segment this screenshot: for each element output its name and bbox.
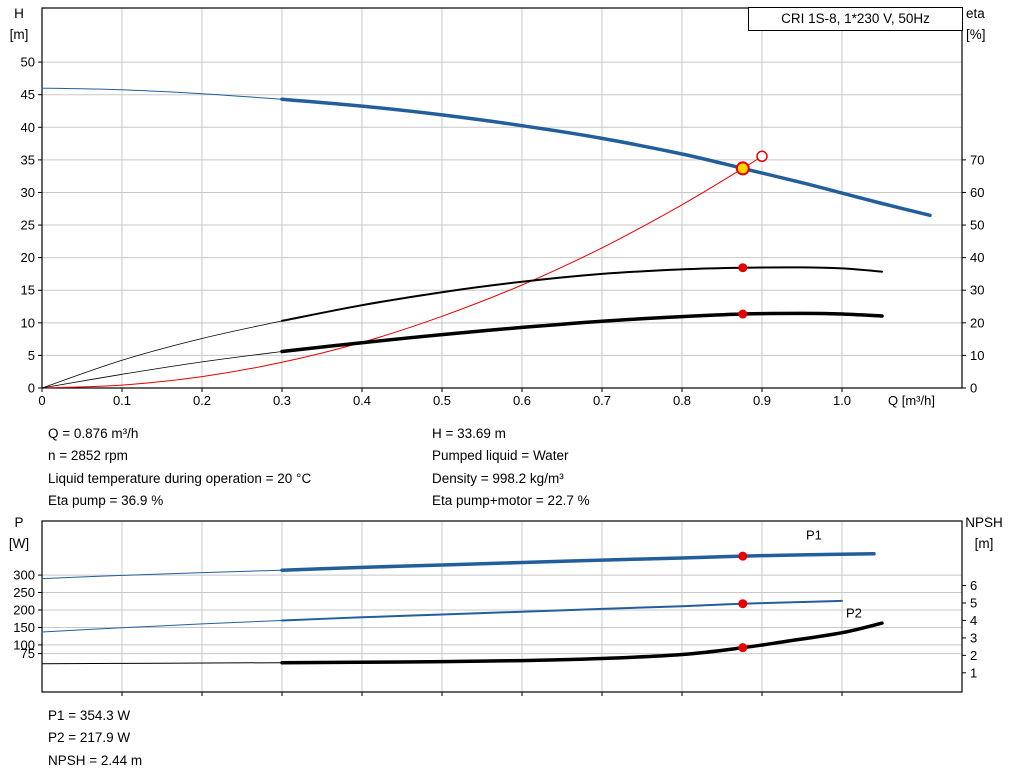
npsh-axis-title: NPSH [m] [958, 512, 1010, 554]
h-axis-title: H [m] [3, 3, 35, 45]
density-readout: Density = 998.2 kg/m³ [432, 470, 564, 486]
svg-text:2: 2 [970, 648, 977, 663]
svg-text:35: 35 [21, 152, 35, 167]
p-axis-unit: [W] [8, 536, 30, 551]
svg-text:250: 250 [13, 585, 35, 600]
p-axis-symbol: P [14, 515, 24, 530]
series-eta-pump-lead [41, 320, 283, 389]
svg-text:70: 70 [970, 152, 984, 167]
svg-text:5: 5 [970, 596, 977, 611]
svg-text:0.3: 0.3 [273, 393, 291, 408]
duty-readout-left-column: Q = 0.876 m³/h n = 2852 rpm Liquid tempe… [48, 423, 311, 513]
eta-axis-symbol: eta [966, 6, 985, 21]
svg-text:1.0: 1.0 [833, 393, 851, 408]
svg-text:300: 300 [13, 568, 35, 583]
marker-p1-duty [738, 551, 748, 561]
npsh-readout: NPSH = 2.44 m [48, 752, 143, 768]
svg-text:1: 1 [970, 665, 977, 680]
svg-text:0: 0 [38, 393, 45, 408]
series-head-curve-lead [41, 87, 283, 100]
h-axis-symbol: H [14, 6, 24, 21]
svg-text:6: 6 [970, 578, 977, 593]
pumped-liquid-readout: Pumped liquid = Water [432, 448, 569, 464]
svg-text:0.2: 0.2 [193, 393, 211, 408]
svg-text:50: 50 [970, 218, 984, 233]
svg-text:0.6: 0.6 [513, 393, 531, 408]
eta-axis-title: eta [%] [966, 3, 1012, 45]
svg-text:30: 30 [21, 185, 35, 200]
series-system-curve [41, 155, 763, 389]
p-axis-title: P [W] [3, 512, 35, 554]
svg-text:5: 5 [28, 348, 35, 363]
marker-eta-pump-motor-duty [738, 309, 748, 319]
svg-text:3: 3 [970, 630, 977, 645]
marker-requested-duty-open [756, 150, 768, 163]
series-head-curve [280, 97, 932, 218]
series-npsh-lead [41, 662, 283, 665]
head-readout: H = 33.69 m [432, 426, 506, 441]
flow-readout: Q = 0.876 m³/h [48, 426, 139, 441]
svg-text:40: 40 [970, 250, 984, 265]
series-eta-pump-motor [280, 311, 884, 354]
svg-text:0.5: 0.5 [433, 393, 451, 408]
svg-text:10: 10 [970, 348, 984, 363]
svg-text:0.9: 0.9 [753, 393, 771, 408]
power-readout-column: P1 = 354.3 W P2 = 217.9 W NPSH = 2.44 m [48, 705, 142, 772]
svg-text:0.4: 0.4 [353, 393, 371, 408]
curve-label-P1: P1 [806, 527, 822, 542]
series-eta-pump-motor-lead [41, 351, 283, 389]
h-axis-unit: [m] [9, 27, 29, 42]
svg-text:0.7: 0.7 [593, 393, 611, 408]
svg-text:0.1: 0.1 [113, 393, 131, 408]
svg-text:15: 15 [21, 283, 35, 298]
eta-pump-motor-readout: Eta pump+motor = 22.7 % [432, 493, 590, 509]
eta-pump-readout: Eta pump = 36.9 % [48, 493, 164, 509]
npsh-axis-unit: [m] [974, 536, 994, 551]
svg-text:50: 50 [21, 55, 35, 70]
curve-label-P2: P2 [846, 606, 862, 621]
liquid-temperature-readout: Liquid temperature during operation = 20… [48, 470, 312, 486]
svg-text:25: 25 [21, 218, 35, 233]
svg-text:100: 100 [13, 637, 35, 652]
head-efficiency-chart: 0 5 10 15 20 25 30 35 40 45 50 0 10 20 30 40 50 60 70 0 0.1 0… [21, 7, 984, 408]
series-eta-pump [281, 266, 883, 322]
marker-npsh-duty [738, 643, 748, 653]
npsh-axis-symbol: NPSH [965, 515, 1003, 530]
series-p2 [281, 599, 843, 622]
series-npsh [280, 621, 884, 665]
p2-readout: P2 = 217.9 W [48, 730, 131, 746]
svg-text:200: 200 [13, 602, 35, 617]
marker-eta-pump-duty [738, 263, 748, 273]
series-p1-lead [41, 569, 283, 580]
svg-text:150: 150 [13, 620, 35, 635]
svg-text:30: 30 [970, 283, 984, 298]
speed-readout: n = 2852 rpm [48, 448, 128, 464]
x-axis-label: Q [m³/h] [888, 393, 935, 408]
p1-readout: P1 = 354.3 W [48, 708, 131, 723]
svg-text:20: 20 [21, 250, 35, 265]
duty-readout-right-column: H = 33.69 m Pumped liquid = Water Densit… [432, 423, 590, 513]
svg-text:10: 10 [21, 315, 35, 330]
series-p1 [280, 552, 876, 572]
svg-text:40: 40 [21, 120, 35, 135]
svg-text:0.8: 0.8 [673, 393, 691, 408]
svg-text:0: 0 [970, 381, 977, 396]
eta-axis-unit: [%] [966, 27, 986, 42]
svg-text:75: 75 [21, 646, 35, 661]
svg-text:20: 20 [970, 315, 984, 330]
svg-text:4: 4 [970, 613, 977, 628]
series-p2-lead [41, 620, 283, 633]
marker-p2-duty [738, 599, 748, 609]
svg-text:60: 60 [970, 185, 984, 200]
marker-duty-point [735, 161, 750, 176]
svg-text:0: 0 [28, 381, 35, 396]
svg-text:45: 45 [21, 87, 35, 102]
pump-title-box: CRI 1S-8, 1*230 V, 50Hz [748, 7, 963, 31]
pump-title: CRI 1S-8, 1*230 V, 50Hz [781, 11, 930, 26]
